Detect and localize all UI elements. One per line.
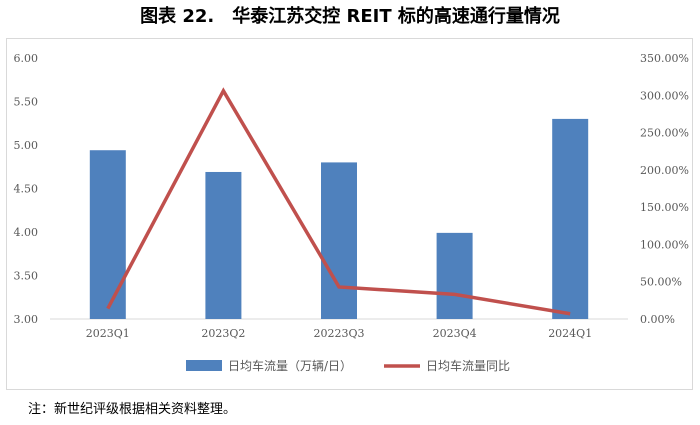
left-axis-tick-label: 4.00 bbox=[14, 226, 39, 239]
right-axis-tick-label: 300.00% bbox=[640, 89, 689, 102]
left-axis-tick-label: 4.50 bbox=[14, 183, 39, 196]
x-axis-tick-label: 2023Q1 bbox=[86, 327, 130, 340]
left-axis-tick-label: 3.00 bbox=[14, 313, 39, 326]
right-axis-tick-label: 0.00% bbox=[640, 313, 675, 326]
left-axis-tick-label: 3.50 bbox=[14, 270, 39, 283]
right-axis-tick-label: 350.00% bbox=[640, 52, 689, 65]
chart-title: 图表 22. 华泰江苏交控 REIT 标的高速通行量情况 bbox=[140, 6, 560, 27]
x-axis-tick-label: 2024Q1 bbox=[548, 327, 592, 340]
right-axis-tick-label: 250.00% bbox=[640, 127, 689, 140]
left-axis-tick-label: 5.50 bbox=[14, 96, 39, 109]
bar-20223Q3 bbox=[321, 162, 357, 319]
bar-2023Q2 bbox=[205, 171, 242, 319]
source-note: 注：新世纪评级根据相关资料整理。 bbox=[28, 402, 237, 417]
x-axis-tick-label: 2023Q2 bbox=[201, 327, 245, 340]
x-axis-tick-label: 2023Q4 bbox=[433, 327, 477, 340]
x-axis-tick-label: 20223Q3 bbox=[313, 327, 364, 340]
legend-swatch-bar bbox=[186, 360, 222, 371]
chart-frame bbox=[6, 38, 693, 390]
left-axis-tick-label: 5.00 bbox=[14, 139, 39, 152]
bar-2023Q1 bbox=[89, 150, 126, 319]
right-axis-tick-label: 150.00% bbox=[640, 201, 689, 214]
left-axis-tick-label: 6.00 bbox=[14, 52, 39, 65]
right-axis-tick-label: 50.00% bbox=[640, 276, 682, 289]
right-axis-tick-label: 200.00% bbox=[640, 164, 689, 177]
bar-2023Q4 bbox=[436, 232, 473, 319]
bar-2024Q1 bbox=[552, 118, 589, 320]
right-axis-tick-label: 100.00% bbox=[640, 238, 689, 251]
legend-label-bar: 日均车流量（万辆/日） bbox=[228, 358, 352, 373]
line-series-yoy bbox=[106, 87, 571, 316]
legend-label-line: 日均车流量同比 bbox=[426, 358, 510, 373]
